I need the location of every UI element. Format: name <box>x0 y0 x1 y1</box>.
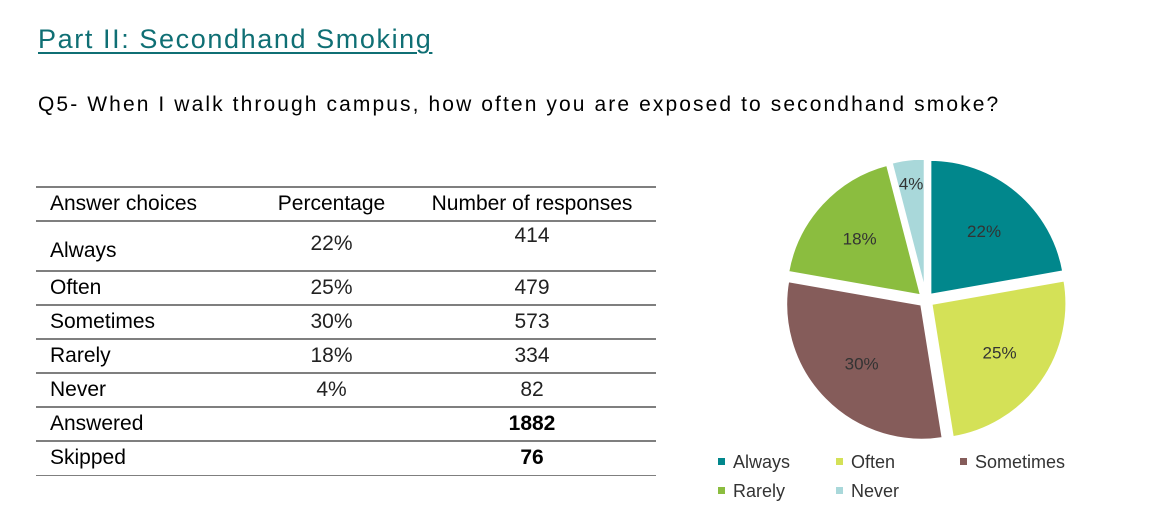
choice-cell: Rarely <box>50 344 111 367</box>
data-label-always: 22% <box>967 222 1001 241</box>
pie-slice-always <box>928 160 1066 298</box>
skipped-value: 76 <box>520 446 544 470</box>
choice-cell: Never <box>50 378 107 401</box>
responses-table: Answer choices Percentage Number of resp… <box>36 186 656 476</box>
legend-swatch-often <box>836 457 843 465</box>
legend-swatch-always <box>718 457 725 465</box>
pie-chart: 22% 25% 30% 18% 4% <box>784 160 1069 442</box>
legend-swatch-never <box>836 486 843 494</box>
legend-swatch-sometimes <box>960 457 967 465</box>
legend-label-rarely: Rarely <box>733 481 786 501</box>
choice-cell: Often <box>50 276 102 299</box>
percentage-cell: 4% <box>316 378 347 401</box>
pie-slice-often <box>929 278 1069 440</box>
data-label-often: 25% <box>983 343 1017 362</box>
header-answer-choices: Answer choices <box>50 192 198 215</box>
table-row: Sometimes 30% 573 <box>36 305 656 339</box>
legend-label-sometimes: Sometimes <box>975 452 1066 472</box>
table-header-row: Answer choices Percentage Number of resp… <box>36 187 656 221</box>
percentage-cell: 25% <box>310 276 353 299</box>
skipped-row: Skipped 76 <box>36 441 656 475</box>
skipped-label: Skipped <box>50 446 126 470</box>
percentage-cell: 18% <box>310 344 353 367</box>
data-label-rarely: 18% <box>843 230 877 249</box>
table-row: Often 25% 479 <box>36 271 656 305</box>
section-title: Part II: Secondhand Smoking <box>38 24 433 54</box>
table-row: Never 4% 82 <box>36 373 656 407</box>
header-number-of-responses: Number of responses <box>431 192 633 215</box>
choice-cell: Always <box>50 239 117 262</box>
answered-value: 1882 <box>508 412 556 435</box>
legend-item-rarely: Rarely <box>718 481 785 502</box>
data-label-never: 4% <box>899 174 924 193</box>
responses-cell: 414 <box>514 224 550 247</box>
legend-label-often: Often <box>851 452 896 472</box>
responses-cell: 334 <box>514 344 550 367</box>
table-row: Always 22% 414 <box>36 221 656 271</box>
pie-slice-never <box>889 160 927 295</box>
table-row: Rarely 18% 334 <box>36 339 656 373</box>
answered-label: Answered <box>50 412 144 435</box>
responses-cell: 82 <box>520 378 544 401</box>
legend-item-sometimes: Sometimes <box>960 452 1065 473</box>
legend-item-never: Never <box>836 481 899 502</box>
answered-row: Answered 1882 <box>36 407 656 441</box>
pie-slice-sometimes <box>784 278 945 442</box>
legend-swatch-rarely <box>718 486 725 494</box>
skipped-empty-cell <box>255 441 408 475</box>
percentage-cell: 30% <box>310 310 353 333</box>
responses-cell: 479 <box>514 276 550 299</box>
data-label-sometimes: 30% <box>845 354 879 373</box>
percentage-cell: 22% <box>310 232 353 255</box>
responses-cell: 573 <box>514 310 550 333</box>
pie-slice-rarely <box>785 162 924 298</box>
legend-label-never: Never <box>851 481 900 501</box>
header-percentage: Percentage <box>277 192 386 215</box>
legend-item-always: Always <box>718 452 790 473</box>
question-text: Q5- When I walk through campus, how ofte… <box>38 93 1001 116</box>
legend-label-always: Always <box>733 452 791 472</box>
choice-cell: Sometimes <box>50 310 156 333</box>
answered-empty-cell <box>255 407 408 441</box>
legend-item-often: Often <box>836 452 895 473</box>
